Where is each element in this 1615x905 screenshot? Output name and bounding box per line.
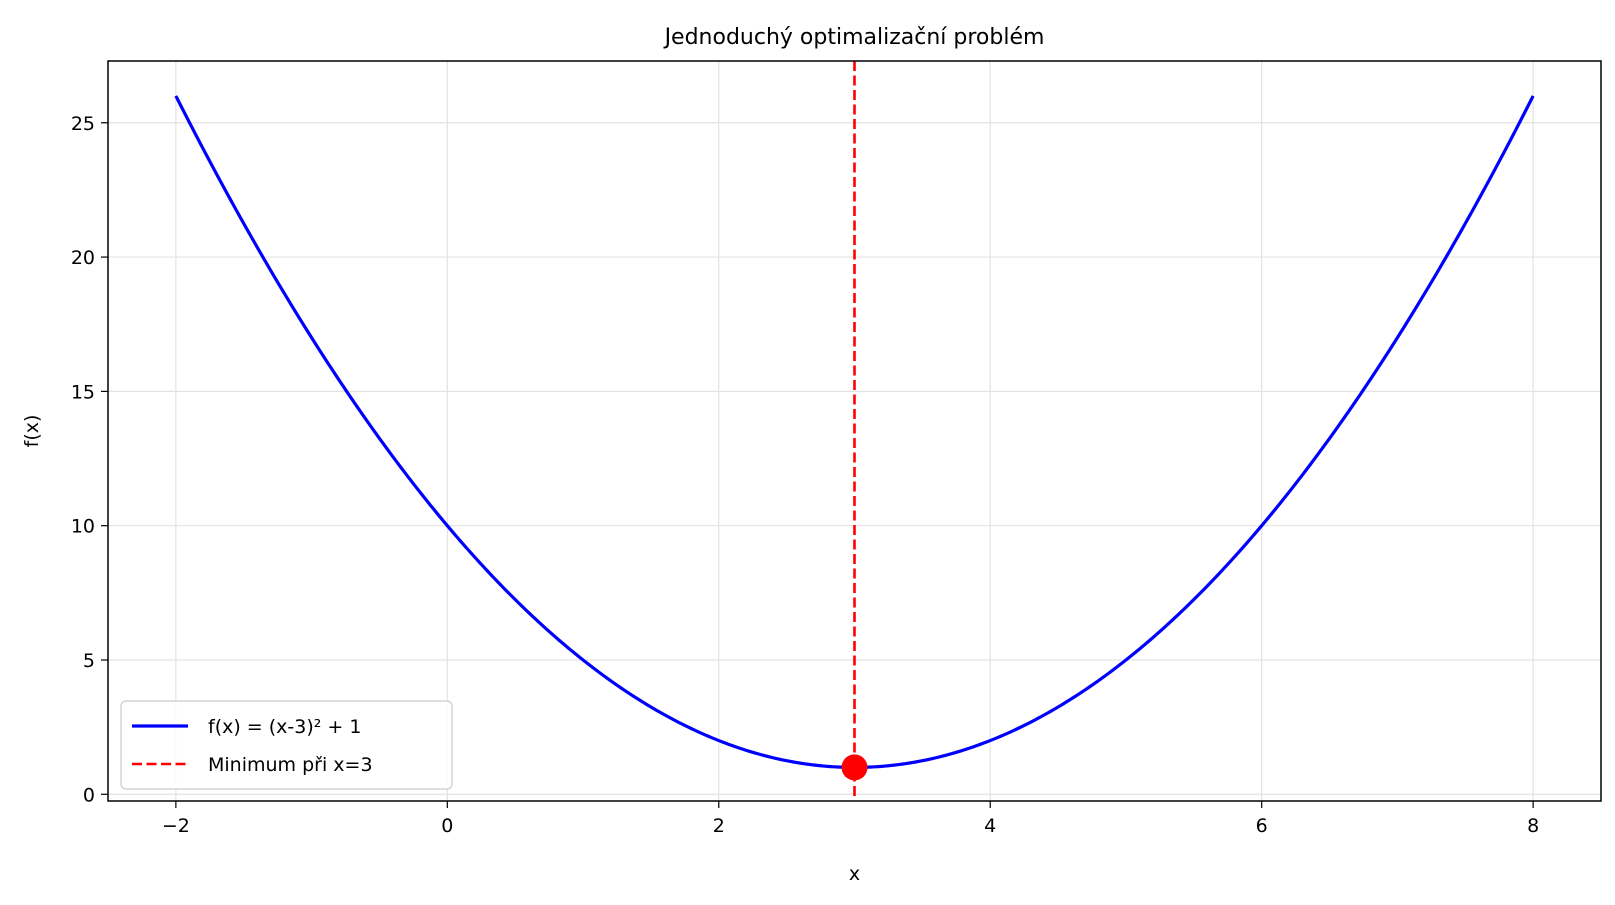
chart-title: Jednoduchý optimalizační problém bbox=[663, 25, 1045, 50]
x-tick-label: 4 bbox=[984, 815, 996, 837]
x-axis-label: x bbox=[849, 863, 860, 885]
plot-area bbox=[174, 61, 1535, 801]
x-tick-label: −2 bbox=[162, 815, 190, 837]
y-tick-label: 5 bbox=[83, 650, 95, 672]
y-tick-label: 10 bbox=[71, 516, 95, 538]
legend-box bbox=[120, 700, 453, 790]
y-tick-label: 25 bbox=[71, 113, 95, 135]
x-tick-label: 2 bbox=[713, 815, 725, 837]
legend-label-minimum: Minimum při x=3 bbox=[208, 754, 373, 776]
x-tick-label: 6 bbox=[1256, 815, 1268, 837]
legend: f(x) = (x-3)² + 1 Minimum při x=3 bbox=[120, 700, 453, 790]
y-tick-label: 20 bbox=[71, 247, 95, 269]
legend-label-curve: f(x) = (x-3)² + 1 bbox=[208, 716, 361, 738]
ticks-layer: −2 0 2 4 6 8 0 5 10 15 20 25 bbox=[71, 113, 1539, 837]
y-tick-label: 0 bbox=[83, 784, 95, 806]
x-tick-label: 8 bbox=[1527, 815, 1539, 837]
y-axis-label: f(x) bbox=[21, 415, 43, 448]
plot-frame bbox=[107, 60, 1602, 802]
y-tick-label: 15 bbox=[71, 381, 95, 403]
x-tick-label: 0 bbox=[441, 815, 453, 837]
minimum-marker-point bbox=[841, 754, 868, 781]
